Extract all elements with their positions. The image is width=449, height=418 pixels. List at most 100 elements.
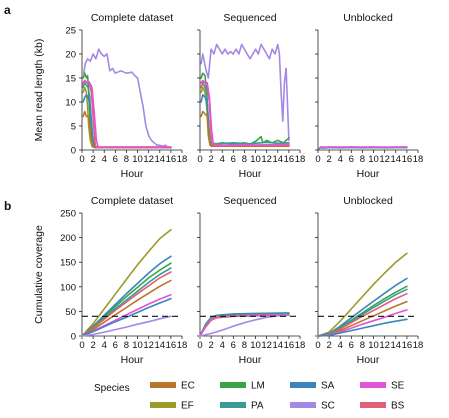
x-tick-label: 12 [379, 154, 390, 165]
x-tick-label: 4 [338, 154, 343, 165]
x-tick-label: 2 [326, 340, 331, 351]
series-line-sc [82, 48, 172, 149]
series-line-sa [81, 297, 172, 337]
series-line-se [318, 146, 408, 150]
x-tick-label: 0 [79, 340, 84, 351]
series-line-ec [81, 279, 172, 337]
x-tick-label: 18 [295, 340, 306, 351]
series-line-bs [200, 82, 290, 147]
y-tick-label: 200 [60, 233, 76, 244]
panel-title: Sequenced [223, 12, 276, 24]
y-tick-label: 0 [71, 146, 76, 157]
x-tick-label: 8 [124, 154, 129, 165]
x-axis-title: Hour [121, 168, 144, 180]
x-tick-label: 12 [379, 340, 390, 351]
x-tick-label: 16 [166, 340, 177, 351]
legend-label: PA [251, 401, 264, 412]
x-tick-label: 0 [79, 154, 84, 165]
x-tick-label: 4 [102, 340, 107, 351]
x-tick-label: 2 [326, 154, 331, 165]
x-tick-label: 8 [124, 340, 129, 351]
x-tick-label: 2 [90, 154, 95, 165]
x-tick-label: 14 [390, 340, 401, 351]
y-tick-label: 10 [65, 98, 76, 109]
legend-label: SA [321, 381, 335, 392]
series-line-ef [200, 86, 290, 147]
x-tick-label: 10 [368, 154, 379, 165]
series-line-lm [81, 262, 172, 337]
x-tick-label: 18 [413, 340, 424, 351]
x-tick-label: 6 [231, 154, 236, 165]
panel-b-3: Unblocked 0 2 4 6 8 10 12 14 16 18 Hour [315, 195, 423, 366]
legend-title: Species [94, 383, 130, 394]
x-tick-label: 4 [338, 340, 343, 351]
series-line-bs [81, 271, 172, 337]
y-tick-label: 20 [65, 50, 76, 61]
legend-item-sa: SA [290, 381, 335, 392]
legend-item-pa: PA [220, 401, 264, 412]
x-tick-label: 10 [250, 340, 261, 351]
x-tick-label: 10 [250, 154, 261, 165]
x-tick-label: 16 [284, 340, 295, 351]
x-tick-label: 0 [197, 154, 202, 165]
panel-letter-a: a [4, 3, 11, 17]
y-tick-label: 250 [60, 209, 76, 220]
x-tick-label: 16 [166, 154, 177, 165]
legend-item-sc: SC [290, 401, 335, 412]
series-line-sc [81, 315, 172, 337]
x-tick-label: 0 [315, 154, 320, 165]
x-tick-label: 8 [242, 154, 247, 165]
x-tick-label: 2 [90, 340, 95, 351]
y-tick-label: 0 [71, 332, 76, 343]
panel-a-2: Sequenced 0 2 4 6 8 10 12 14 16 18 Hour [197, 12, 305, 180]
x-axis-title: Hour [357, 354, 380, 366]
y-axis-title: Cumulative coverage [33, 225, 45, 324]
series-line-ef [81, 228, 172, 337]
x-tick-label: 14 [272, 340, 283, 351]
panel-title: Unblocked [343, 195, 393, 207]
series-line-ec [200, 110, 290, 147]
series-line-pa [200, 82, 290, 145]
x-axis-title: Hour [239, 354, 262, 366]
x-tick-label: 2 [208, 340, 213, 351]
y-tick-label: 50 [65, 307, 76, 318]
panel-b-2: Sequenced 0 2 4 6 8 10 12 14 16 18 Hour [197, 195, 305, 366]
x-tick-label: 6 [113, 154, 118, 165]
x-tick-label: 10 [132, 340, 143, 351]
series-line-sc [200, 43, 290, 142]
panel-title: Complete dataset [91, 12, 173, 24]
x-tick-label: 4 [102, 154, 107, 165]
x-tick-label: 6 [231, 340, 236, 351]
panel-title: Unblocked [343, 12, 393, 24]
legend-item-se: SE [360, 381, 405, 392]
series-line-se [82, 79, 172, 148]
series-line-se [199, 314, 290, 337]
x-tick-label: 18 [413, 154, 424, 165]
x-axis-title: Hour [121, 354, 144, 366]
species-legend: Species EC LM SA SE EF PA SC BS [94, 381, 405, 412]
panel-a-3: Unblocked 0 2 4 6 8 10 12 14 16 18 Hour [315, 12, 423, 180]
series-line-lm [200, 72, 290, 145]
legend-label: SC [321, 401, 335, 412]
legend-item-bs: BS [360, 401, 405, 412]
series-line-ef [317, 252, 408, 337]
y-tick-label: 15 [65, 74, 76, 85]
x-tick-label: 4 [220, 340, 225, 351]
x-tick-label: 10 [132, 154, 143, 165]
y-tick-label: 100 [60, 282, 76, 293]
x-tick-label: 16 [402, 340, 413, 351]
x-tick-label: 12 [143, 340, 154, 351]
x-tick-label: 4 [220, 154, 225, 165]
y-tick-label: 5 [71, 122, 76, 133]
x-tick-label: 18 [295, 154, 306, 165]
x-tick-label: 14 [154, 154, 165, 165]
y-tick-label: 25 [65, 26, 76, 37]
x-tick-label: 8 [242, 340, 247, 351]
series-line-sa [200, 94, 290, 147]
